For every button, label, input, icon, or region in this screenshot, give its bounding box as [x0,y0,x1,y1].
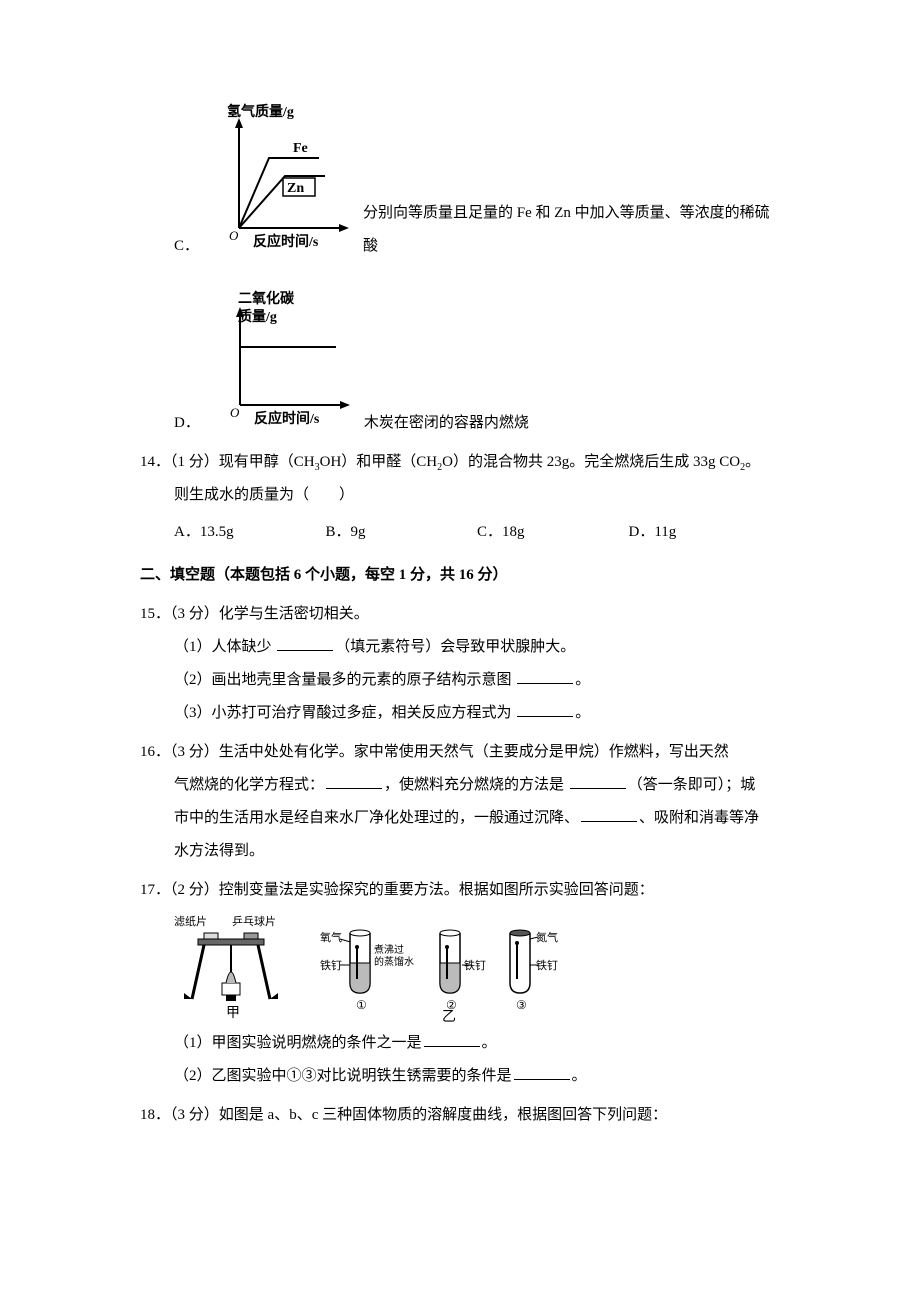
option-letter-c: C． [174,230,199,263]
q18-stem-text: 如图是 a、b、c 三种固体物质的溶解度曲线，根据图回答下列问题： [219,1107,667,1123]
question-14: 14．（1 分）现有甲醇（CH3OH）和甲醛（CH2O）的混合物共 23g。完全… [140,446,780,549]
q16-line3: 市中的生活用水是经自来水厂净化处理过的，一般通过沉降、 、吸附和消毒等净 [140,802,780,835]
svg-text:的蒸馏水: 的蒸馏水 [374,955,414,968]
q17-number: 17． [140,882,170,898]
q15-s1a: （1）人体缺少 [174,639,275,655]
q15-blank-3[interactable] [517,701,573,717]
q14-number: 14． [140,454,170,470]
q17-s2a: （2）乙图实验中①③对比说明铁生锈需要的条件是 [174,1068,512,1084]
diagram-yi-caption: 乙 [442,1009,456,1023]
question-15: 15．（3 分）化学与生活密切相关。 （1）人体缺少 （填元素符号）会导致甲状腺… [140,598,780,730]
q14-text-b: OH）和甲醛（CH [320,454,438,470]
question-17: 17．（2 分）控制变量法是实验探究的重要方法。根据如图所示实验回答问题： 滤纸… [140,874,780,1093]
q16-l3a: 市中的生活用水是经自来水厂净化处理过的，一般通过沉降、 [174,810,579,826]
q17-stem: 17．（2 分）控制变量法是实验探究的重要方法。根据如图所示实验回答问题： [140,874,780,907]
q16-blank-2[interactable] [570,773,626,789]
graph-c-xlabel: 反应时间/s [253,233,319,250]
section-2-title: 二、填空题（本题包括 6 个小题，每空 1 分，共 16 分） [140,559,780,592]
q15-stem-text: 化学与生活密切相关。 [219,606,369,622]
graph-d: 二氧化碳 质量/g O 反应时间/s [208,287,358,440]
q14-text-d: 。 [745,454,760,470]
q15-sub2: （2）画出地壳里含量最多的元素的原子结构示意图 。 [140,664,780,697]
q17-s2b: 。 [572,1068,587,1084]
q14-line1: 14．（1 分）现有甲醇（CH3OH）和甲醛（CH2O）的混合物共 23g。完全… [140,446,780,479]
q13-option-c: C． 氢气质量/g O Fe Zn 反应时间/s 分别向等质量且足 [140,100,780,263]
q13-option-d: D． 二氧化碳 质量/g O 反应时间/s 木炭在密闭的容器内燃烧 [140,287,780,440]
q15-s3b: 。 [575,705,590,721]
svg-text:Zn: Zn [287,181,304,196]
q14-choices: A．13.5g B．9g C．18g D．11g [140,516,780,549]
q15-sub3: （3）小苏打可治疗胃酸过多症，相关反应方程式为 。 [140,697,780,730]
svg-text:乒乓球片: 乒乓球片 [232,914,276,928]
svg-text:Fe: Fe [293,141,308,156]
svg-text:①: ① [356,998,367,1012]
q16-l2c: （答一条即可）；城 [628,777,756,793]
q16-line1: 16．（3 分）生活中处处有化学。家中常使用天然气（主要成分是甲烷）作燃料，写出… [140,736,780,769]
q17-points: （2 分） [170,882,219,898]
q14-line2: 则生成水的质量为（ ） [140,479,780,512]
q14-choice-a[interactable]: A．13.5g [174,516,326,549]
q16-l3b: 、吸附和消毒等净 [639,810,759,826]
option-letter-d: D． [174,407,200,440]
q16-l1a: 生活中处处有化学。家中常使用天然气（主要成分是甲烷）作燃料，写出天然 [219,744,729,760]
graph-d-ylabel1: 二氧化碳 [238,290,295,307]
q15-blank-2[interactable] [517,668,573,684]
diagram-jia: 滤纸片 乒乓球片 甲 [174,913,294,1023]
q14-text-c: O）的混合物共 23g。完全燃烧后生成 33g CO [442,454,740,470]
option-c-text: 分别向等质量且足量的 Fe 和 Zn 中加入等质量、等浓度的稀硫酸 [363,197,780,263]
q16-line2: 气燃烧的化学方程式： ，使燃料充分燃烧的方法是 （答一条即可）；城 [140,769,780,802]
q16-points: （3 分） [170,744,219,760]
diagram-jia-caption: 甲 [226,1006,240,1021]
q15-stem: 15．（3 分）化学与生活密切相关。 [140,598,780,631]
q17-diagrams: 滤纸片 乒乓球片 甲 [140,913,780,1023]
svg-text:氧气: 氧气 [320,930,342,944]
svg-text:O: O [229,228,239,243]
q15-s1b: （填元素符号）会导致甲状腺肿大。 [335,639,575,655]
diagram-yi: 氧气 铁钉 煮沸过 的蒸馏水 ① 铁钉 [320,913,580,1023]
q17-sub2: （2）乙图实验中①③对比说明铁生锈需要的条件是 。 [140,1060,780,1093]
q15-number: 15． [140,606,170,622]
graph-d-xlabel: 反应时间/s [254,410,320,427]
svg-text:煮沸过: 煮沸过 [374,943,404,956]
q14-points: （1 分） [170,454,219,470]
q18-number: 18． [140,1107,170,1123]
q18-stem: 18．（3 分）如图是 a、b、c 三种固体物质的溶解度曲线，根据图回答下列问题… [140,1099,780,1132]
q16-blank-1[interactable] [326,773,382,789]
svg-text:③: ③ [516,998,527,1012]
svg-text:滤纸片: 滤纸片 [174,915,207,928]
q18-points: （3 分） [170,1107,219,1123]
graph-d-ylabel2: 质量/g [238,308,277,325]
question-16: 16．（3 分）生活中处处有化学。家中常使用天然气（主要成分是甲烷）作燃料，写出… [140,736,780,868]
q17-s1b: 。 [482,1035,497,1051]
q16-l2b: ，使燃料充分燃烧的方法是 [384,777,568,793]
graph-c: 氢气质量/g O Fe Zn 反应时间/s [207,100,357,263]
q16-l2a: 气燃烧的化学方程式： [174,777,324,793]
svg-text:铁钉: 铁钉 [320,959,342,972]
q14-choice-b[interactable]: B．9g [326,516,478,549]
option-d-text: 木炭在密闭的容器内燃烧 [364,407,529,440]
q17-s1a: （1）甲图实验说明燃烧的条件之一是 [174,1035,422,1051]
svg-text:氮气: 氮气 [536,930,558,944]
svg-text:铁钉: 铁钉 [536,959,558,972]
q15-s2b: 。 [575,672,590,688]
q14-text-a: 现有甲醇（CH [219,454,315,470]
svg-text:O: O [230,405,240,420]
q15-sub1: （1）人体缺少 （填元素符号）会导致甲状腺肿大。 [140,631,780,664]
q14-choice-d[interactable]: D．11g [629,516,781,549]
q17-sub1: （1）甲图实验说明燃烧的条件之一是 。 [140,1027,780,1060]
q15-points: （3 分） [170,606,219,622]
q16-line4: 水方法得到。 [140,835,780,868]
q17-blank-1[interactable] [424,1031,480,1047]
q17-blank-2[interactable] [514,1064,570,1080]
q15-s3a: （3）小苏打可治疗胃酸过多症，相关反应方程式为 [174,705,515,721]
question-18: 18．（3 分）如图是 a、b、c 三种固体物质的溶解度曲线，根据图回答下列问题… [140,1099,780,1132]
q17-stem-text: 控制变量法是实验探究的重要方法。根据如图所示实验回答问题： [219,882,654,898]
q16-blank-3[interactable] [581,806,637,822]
q15-blank-1[interactable] [277,635,333,651]
q15-s2a: （2）画出地壳里含量最多的元素的原子结构示意图 [174,672,515,688]
graph-c-ylabel: 氢气质量/g [227,103,294,120]
q16-number: 16． [140,744,170,760]
q14-choice-c[interactable]: C．18g [477,516,629,549]
